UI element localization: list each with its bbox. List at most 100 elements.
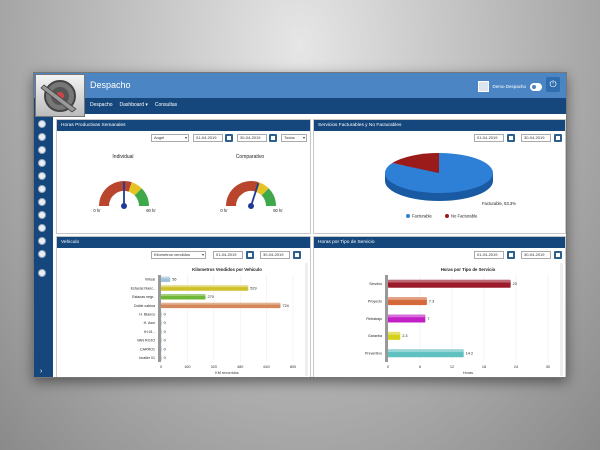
pie-slices — [385, 153, 493, 201]
bar-highlight — [161, 302, 281, 305]
nav-dashboard[interactable]: Dashboard ▾ — [119, 102, 148, 108]
date-from-input[interactable]: 01-04-2019 — [213, 251, 243, 259]
x-tick-label: 480 — [237, 365, 243, 369]
bar-highlight — [161, 337, 162, 340]
x-tick-label: 640 — [263, 365, 269, 369]
sidebar-documents-icon[interactable] — [38, 224, 46, 232]
bar[interactable] — [161, 337, 162, 343]
date-from-input[interactable]: 01-04-2019 — [193, 134, 223, 142]
y-category-label: Preventivo — [365, 352, 382, 356]
x-tick-label: 160 — [184, 365, 190, 369]
bar-highlight — [161, 328, 162, 331]
metric-select[interactable]: Kilometros vendidos — [151, 251, 206, 259]
sidebar-calendar-icon[interactable] — [38, 198, 46, 206]
nav-despacho[interactable]: Despacho — [90, 102, 113, 108]
sidebar-tools-icon[interactable] — [38, 185, 46, 193]
bar[interactable] — [161, 311, 162, 317]
date-to-input[interactable]: 30-04-2019 — [237, 134, 267, 142]
sidebar-clients-icon[interactable] — [38, 146, 46, 154]
calendar-icon[interactable] — [269, 134, 277, 142]
toggle-icon[interactable] — [530, 83, 542, 91]
gauge-band — [128, 182, 142, 196]
bar-highlight — [388, 349, 464, 353]
calendar-icon[interactable] — [507, 251, 515, 259]
calendar-icon[interactable] — [507, 134, 515, 142]
bar[interactable] — [161, 294, 206, 300]
x-tick-label: 12 — [450, 365, 454, 369]
calendar-icon[interactable] — [246, 251, 254, 259]
x-tick-label: 0 — [160, 365, 162, 369]
panel-servicios-facturables: Servicios Facturables y No Facturables 0… — [313, 119, 566, 234]
app-title: Despacho — [90, 80, 131, 90]
bar-highlight — [161, 354, 162, 357]
sidebar-help-icon[interactable] — [38, 250, 46, 258]
panel-title: Servicios Facturables y No Facturables — [314, 120, 565, 131]
calendar-icon[interactable] — [554, 134, 562, 142]
bar[interactable] — [161, 302, 281, 309]
sidebar-dashboard-icon[interactable] — [38, 120, 46, 128]
user-name: Demo Despacho — [492, 84, 526, 89]
x-tick-label: 24 — [514, 365, 518, 369]
x-tick-label: 320 — [211, 365, 217, 369]
panel-scrollbar[interactable] — [560, 263, 563, 376]
date-from-input[interactable]: 01-04-2019 — [474, 134, 504, 142]
bar-value-label: 56 — [172, 278, 176, 282]
sidebar-expand-icon[interactable]: › — [40, 368, 43, 375]
gauge-max-label: 60 hr — [146, 208, 156, 213]
bar[interactable] — [161, 276, 171, 283]
bar[interactable] — [388, 279, 511, 288]
gauges-area: Individual Comparativo 0 hr 60 hr 0 hr 6… — [93, 154, 283, 213]
bar-value-label: 724 — [282, 304, 288, 308]
bar-value-label: 2.3 — [402, 334, 407, 338]
x-axis-label: Horas — [463, 371, 473, 375]
gauge-min-label: 0 hr — [93, 208, 101, 213]
y-category-label: Proyecto — [368, 299, 382, 303]
bar-value-label: 0 — [164, 339, 166, 343]
x-tick-label: 6 — [419, 365, 421, 369]
bar[interactable] — [161, 328, 162, 335]
x-tick-label: 0 — [387, 365, 389, 369]
sidebar-settings-icon[interactable] — [38, 237, 46, 245]
bar-value-label: 270 — [208, 295, 214, 299]
sidebar-power-icon[interactable] — [38, 269, 46, 277]
sidebar-users-icon[interactable] — [38, 133, 46, 141]
type-select[interactable]: Todos — [281, 134, 307, 142]
legend-dot-no-facturable — [445, 214, 449, 218]
bar[interactable] — [161, 320, 162, 326]
bar[interactable] — [161, 346, 162, 352]
bar[interactable] — [161, 285, 249, 291]
legend-no-facturable[interactable]: No Facturable — [451, 214, 478, 219]
user-menu[interactable]: Demo Despacho — [478, 81, 526, 92]
date-from-input[interactable]: 01-04-2019 — [474, 251, 504, 259]
sidebar-reports-icon[interactable] — [38, 211, 46, 219]
sidebar-vehicles-icon[interactable] — [38, 159, 46, 167]
bar-value-label: 23 — [513, 282, 517, 286]
bar[interactable] — [388, 331, 401, 340]
chart-title: Horas por Tipo de Servicio — [441, 267, 496, 272]
app-window: Despacho Despacho Dashboard ▾ Consultas … — [33, 72, 567, 378]
gauge-hub — [248, 203, 254, 209]
calendar-icon[interactable] — [554, 251, 562, 259]
calendar-icon[interactable] — [225, 134, 233, 142]
date-to-input[interactable]: 30-04-2019 — [260, 251, 290, 259]
y-category-label: H. Blanco — [139, 312, 155, 316]
calendar-icon[interactable] — [293, 251, 301, 259]
date-to-input[interactable]: 30-04-2019 — [521, 134, 551, 142]
pie-slice-no-facturable[interactable] — [392, 153, 439, 173]
bar[interactable] — [388, 314, 426, 323]
bar-highlight — [388, 314, 426, 318]
legend-facturable[interactable]: Facturable — [412, 214, 432, 219]
bar[interactable] — [388, 297, 427, 306]
bar-highlight — [388, 279, 511, 283]
sidebar-services-icon[interactable] — [38, 172, 46, 180]
panel-title: Horas por Tipo de Servicio — [314, 237, 565, 248]
bar-value-label: 0 — [164, 330, 166, 334]
nav-consultas[interactable]: Consultas — [154, 102, 178, 108]
employee-select[interactable]: Angel — [151, 134, 189, 142]
bar[interactable] — [388, 349, 464, 358]
gauge-max-label: 60 hr — [273, 208, 283, 213]
date-to-input[interactable]: 30-04-2019 — [521, 251, 551, 259]
bar[interactable] — [161, 354, 162, 361]
power-icon[interactable]: ⏻ — [546, 77, 560, 92]
panel-scrollbar[interactable] — [305, 263, 308, 376]
